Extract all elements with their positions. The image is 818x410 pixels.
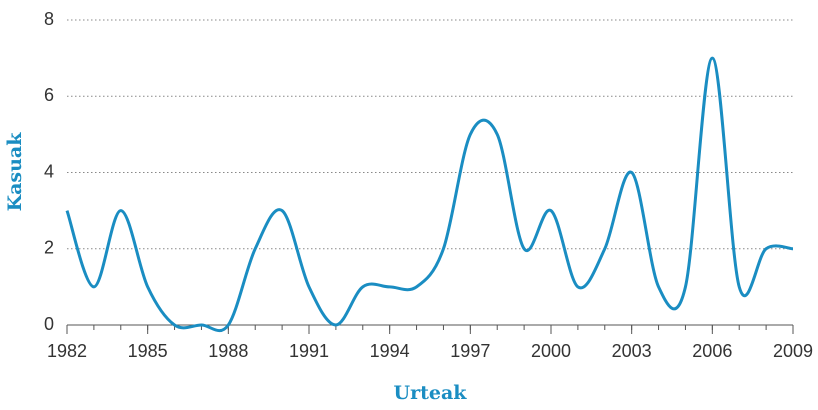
x-tick-label: 1997	[450, 341, 490, 361]
x-tick-label: 2006	[692, 341, 732, 361]
x-tick-label: 1985	[128, 341, 168, 361]
x-tick-label: 2003	[612, 341, 652, 361]
x-tick-label: 1991	[289, 341, 329, 361]
x-tick-label: 2000	[531, 341, 571, 361]
y-tick-label: 2	[44, 238, 54, 258]
line-series	[65, 56, 794, 333]
x-tick-label: 1988	[208, 341, 248, 361]
y-tick-label: 4	[44, 161, 54, 181]
x-tick-label: 1994	[370, 341, 410, 361]
x-tick-label: 2009	[773, 341, 813, 361]
x-axis-title: Urteak	[394, 382, 468, 404]
y-tick-label: 8	[44, 9, 54, 29]
x-tick-label: 1982	[47, 341, 87, 361]
y-axis-title: Kasuak	[4, 132, 26, 212]
y-tick-label: 6	[44, 85, 54, 105]
y-tick-label: 0	[44, 314, 54, 334]
